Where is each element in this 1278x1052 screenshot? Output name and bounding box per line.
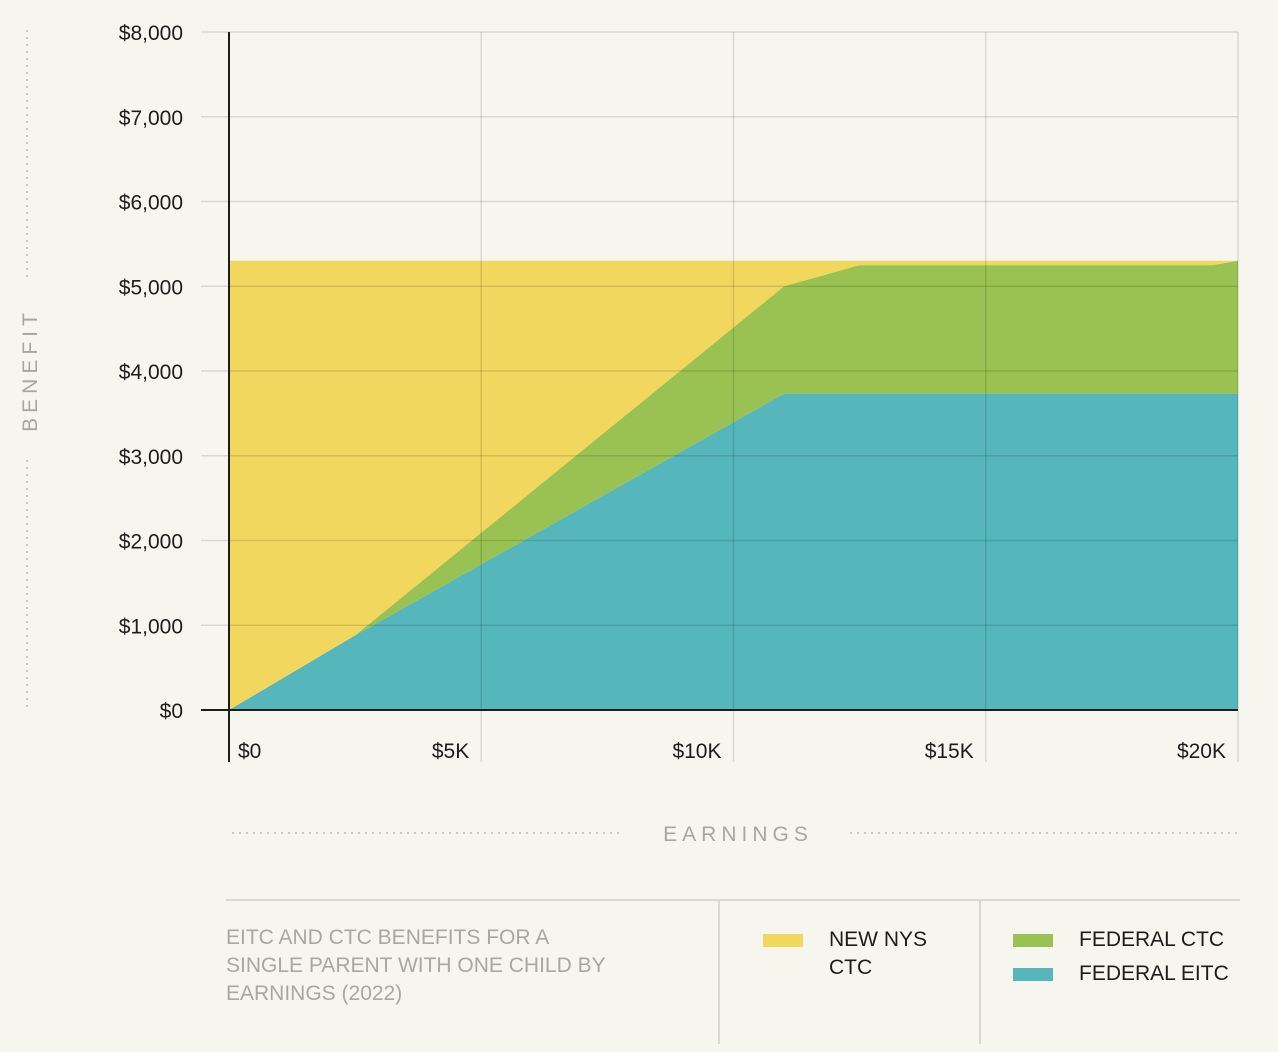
chart-title: EITC AND CTC BENEFITS FOR A SINGLE PAREN…	[226, 926, 606, 1005]
x-tick-label: $10K	[672, 740, 721, 763]
area-new-nys-ctc	[229, 260, 1238, 710]
x-axis-label: EARNINGS	[663, 823, 813, 846]
y-tick-labels: $0 $1,000 $2,000 $3,000 $4,000 $5,000 $6,000 $7…	[119, 22, 183, 723]
y-tick-label: $3,000	[119, 446, 183, 469]
x-tick-label: $15K	[925, 740, 974, 763]
legend-item-federal-ctc: FEDERAL CTC	[1013, 926, 1224, 954]
x-tick-label: $0	[238, 740, 261, 763]
axes	[201, 32, 1238, 762]
legend-swatch-federal-eitc	[1013, 968, 1053, 981]
x-tick-labels: $0 $5K $10K $15K $20K	[238, 740, 1226, 763]
axis-titles: BENEFIT EARNINGS	[19, 30, 1238, 846]
y-tick-label: $1,000	[119, 615, 183, 638]
footer-dividers	[226, 899, 1240, 1044]
y-tick-label: $2,000	[119, 531, 183, 554]
y-tick-label: $5,000	[119, 276, 183, 299]
legend-swatch-federal-ctc	[1013, 934, 1053, 947]
y-tick-label: $7,000	[119, 107, 183, 130]
legend-label-new-nys-ctc: NEW NYS CTC	[829, 928, 928, 979]
legend-label-federal-ctc: FEDERAL CTC	[1079, 928, 1225, 951]
series-areas	[229, 260, 1238, 710]
y-tick-label: $0	[160, 700, 183, 723]
legend-item-federal-eitc: FEDERAL EITC	[1013, 960, 1229, 988]
legend-label-federal-eitc: FEDERAL EITC	[1079, 962, 1229, 985]
y-tick-label: $4,000	[119, 361, 183, 384]
legend-item-new-nys-ctc: NEW NYS CTC	[763, 926, 949, 982]
y-axis-label: BENEFIT	[19, 308, 42, 432]
area-federal-ctc	[229, 260, 1238, 710]
legend-swatch-new-nys-ctc	[763, 934, 803, 947]
grid-lines	[201, 31, 1239, 762]
x-tick-label: $5K	[432, 740, 469, 763]
y-tick-label: $6,000	[119, 192, 183, 215]
x-tick-label: $20K	[1177, 740, 1226, 763]
area-federal-eitc	[229, 393, 1238, 710]
y-tick-label: $8,000	[119, 22, 183, 45]
